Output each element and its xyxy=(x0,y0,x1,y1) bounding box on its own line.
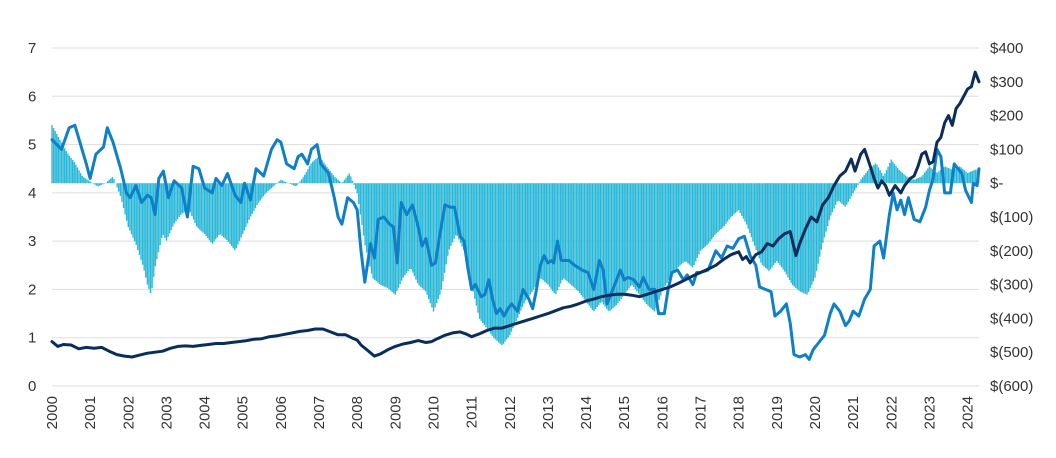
line-series-light-blue xyxy=(50,123,981,361)
x-tick-label: 2003 xyxy=(158,396,175,429)
right-y-tick-label: $(500) xyxy=(990,344,1033,361)
right-y-tick-label: $100 xyxy=(990,141,1023,158)
x-tick-label: 2013 xyxy=(540,396,557,429)
x-tick-label: 2008 xyxy=(349,396,366,429)
line-series-navy xyxy=(50,70,981,359)
left-y-tick-label: 1 xyxy=(28,330,36,347)
x-tick-label: 2006 xyxy=(273,396,290,429)
x-tick-label: 2002 xyxy=(120,396,137,429)
x-tick-label: 2001 xyxy=(82,396,99,429)
x-tick-label: 2004 xyxy=(197,396,214,429)
x-tick-label: 2000 xyxy=(44,396,61,429)
x-tick-label: 2010 xyxy=(425,396,442,429)
x-tick-label: 2016 xyxy=(654,396,671,429)
x-tick-label: 2017 xyxy=(693,396,710,429)
right-y-tick-label: $- xyxy=(990,175,1003,192)
x-tick-label: 2012 xyxy=(502,396,519,429)
line-series xyxy=(50,70,981,361)
x-tick-label: 2019 xyxy=(769,396,786,429)
right-y-tick-label: $300 xyxy=(990,74,1023,91)
left-y-tick-label: 0 xyxy=(28,378,36,395)
x-tick-label: 2018 xyxy=(731,396,748,429)
x-tick-label: 2023 xyxy=(921,396,938,429)
x-tick-label: 2007 xyxy=(311,396,328,429)
left-y-tick-label: 3 xyxy=(28,233,36,250)
right-axis-ticks: $(600) $(500) $(400) $(300) $(200) $(100) $- $1… xyxy=(990,40,1033,395)
left-y-tick-label: 7 xyxy=(28,40,36,57)
left-y-tick-label: 5 xyxy=(28,137,36,154)
left-y-tick-label: 2 xyxy=(28,281,36,298)
left-axis-ticks: 0 1 2 3 4 5 6 7 xyxy=(28,40,36,395)
right-y-tick-label: $200 xyxy=(990,108,1023,125)
x-tick-label: 2005 xyxy=(235,396,252,429)
left-y-tick-label: 6 xyxy=(28,88,36,105)
x-tick-label: 2020 xyxy=(807,396,824,429)
right-y-tick-label: $(300) xyxy=(990,277,1033,294)
right-y-tick-label: $(100) xyxy=(990,209,1033,226)
right-y-tick-label: $(400) xyxy=(990,310,1033,327)
x-tick-label: 2015 xyxy=(616,396,633,429)
x-tick-label: 2022 xyxy=(883,396,900,429)
x-tick-label: 2024 xyxy=(960,396,977,429)
x-tick-label: 2014 xyxy=(578,396,595,429)
left-y-tick-label: 4 xyxy=(28,185,36,202)
x-tick-label: 2009 xyxy=(387,396,404,429)
x-tick-label: 2021 xyxy=(845,396,862,429)
right-y-tick-label: $400 xyxy=(990,40,1023,57)
x-tick-label: 2011 xyxy=(464,396,481,428)
right-y-tick-label: $(600) xyxy=(990,378,1033,395)
right-y-tick-label: $(200) xyxy=(990,243,1033,260)
x-axis-ticks: 2000 2001 2002 2003 2004 2005 2006 2007 2008 2009… xyxy=(44,396,977,429)
